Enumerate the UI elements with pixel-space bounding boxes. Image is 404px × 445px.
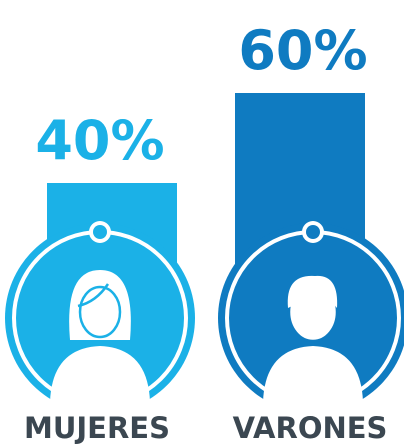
category-label: VARONES — [233, 411, 388, 445]
icon — [218, 223, 404, 402]
icon-face — [78, 285, 122, 339]
icon-hair — [287, 275, 338, 308]
icon-body — [50, 346, 150, 402]
icon — [5, 223, 195, 402]
icon-node-dot — [306, 225, 320, 239]
icon-fringe — [77, 283, 110, 308]
icon-body — [263, 346, 363, 402]
value-label: 40% — [35, 109, 164, 172]
value-label: 60% — [238, 19, 367, 82]
category-label: MUJERES — [24, 411, 170, 445]
icon-node-dot — [93, 225, 107, 239]
